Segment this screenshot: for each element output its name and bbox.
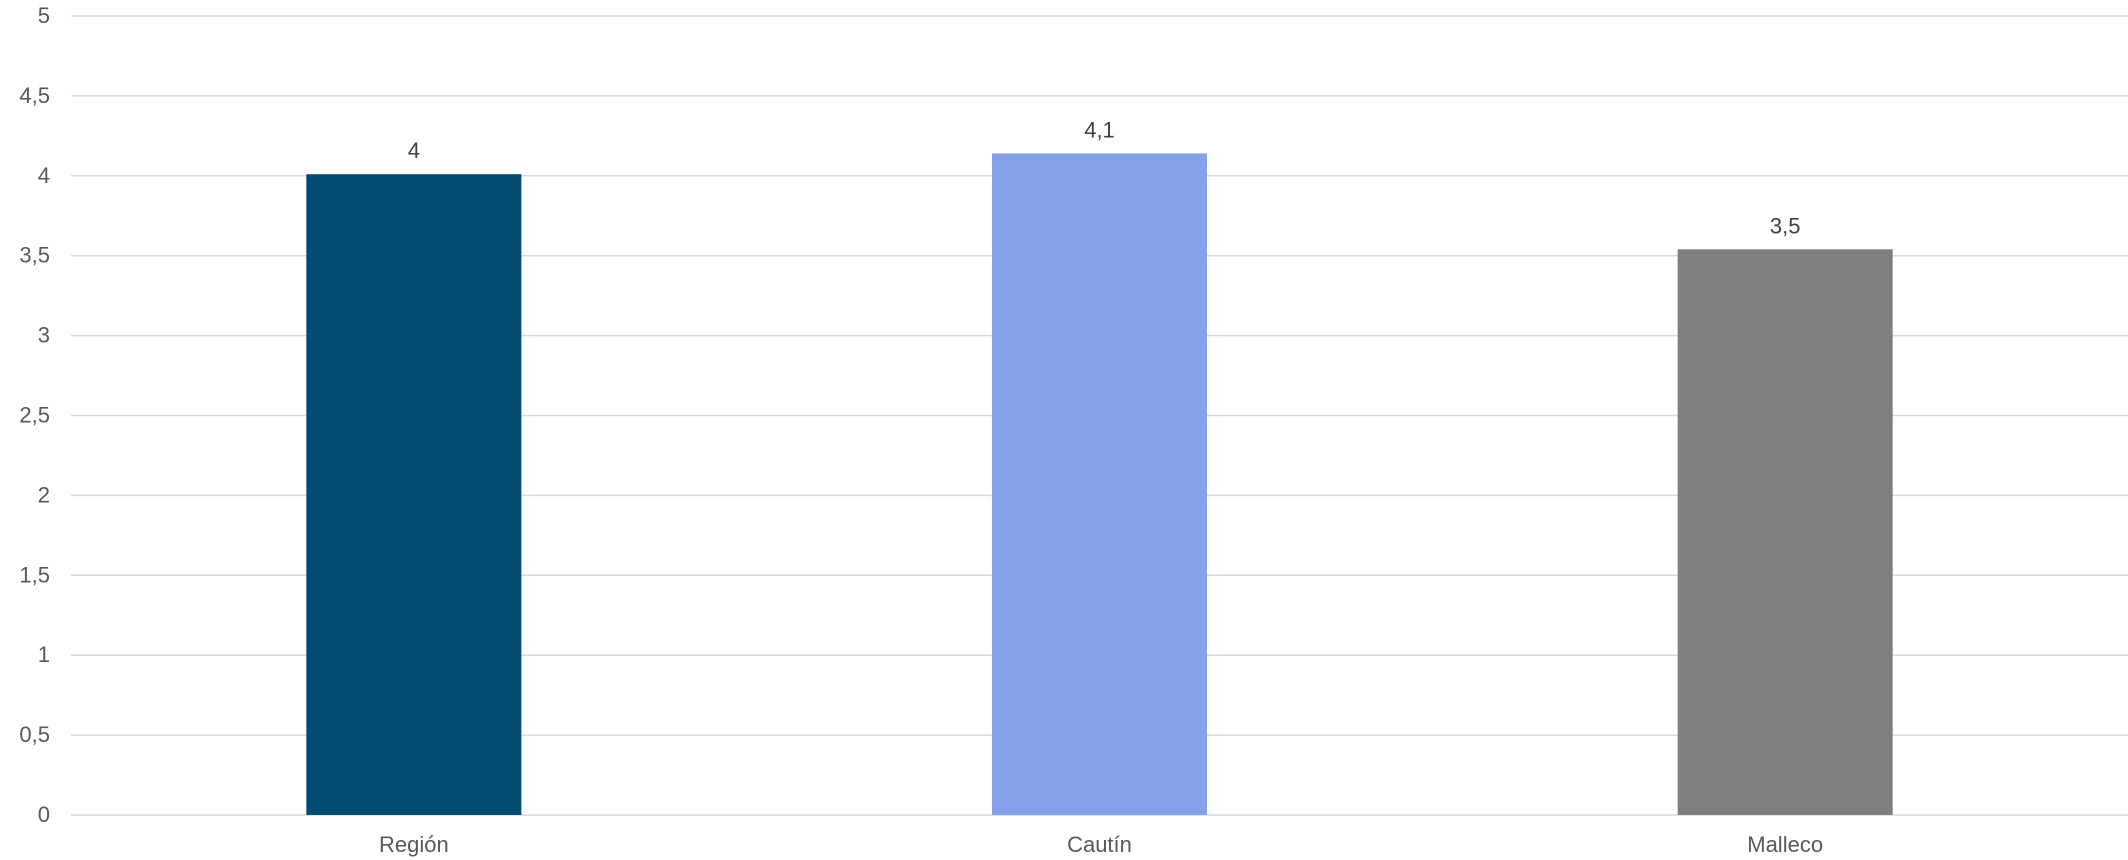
data-label: 3,5 [1770, 213, 1801, 238]
bar [992, 153, 1207, 816]
category-label: Cautín [1067, 832, 1132, 857]
bar [1677, 249, 1893, 816]
y-tick-label: 3 [38, 323, 50, 348]
data-label: 4,1 [1084, 117, 1115, 142]
bar [306, 174, 522, 815]
y-tick-label: 2 [38, 482, 50, 507]
x-axis-categories: Región Cautín Malleco [379, 832, 1823, 857]
data-label: 4 [408, 138, 420, 163]
y-tick-label: 1,5 [19, 562, 50, 587]
category-label: Región [379, 832, 449, 857]
y-axis-ticks: 0 0,5 1 1,5 2 2,5 3 3,5 4 4,5 5 [19, 3, 50, 827]
bars [306, 153, 1893, 816]
y-tick-label: 2,5 [19, 403, 50, 428]
y-tick-label: 4 [38, 163, 50, 188]
y-tick-label: 1 [38, 642, 50, 667]
category-label: Malleco [1747, 832, 1823, 857]
y-tick-label: 3,5 [19, 243, 50, 268]
y-tick-label: 4,5 [19, 83, 50, 108]
y-tick-label: 0,5 [19, 722, 50, 747]
y-tick-label: 0 [38, 802, 50, 827]
y-tick-label: 5 [38, 3, 50, 28]
data-labels: 4 4,1 3,5 [408, 117, 1801, 238]
